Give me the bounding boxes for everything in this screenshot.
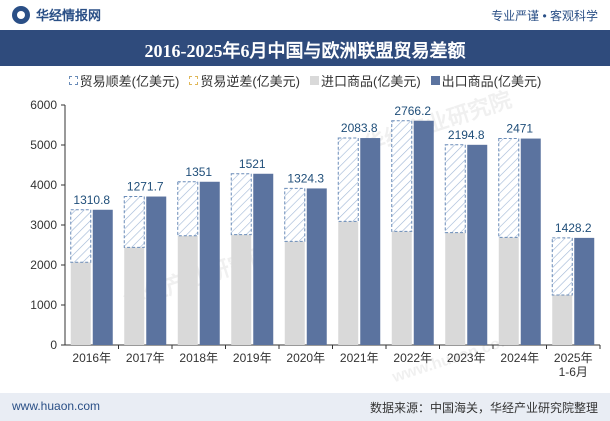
site-link[interactable]: www.huaon.com [12,399,101,413]
x-tick-label: 2016年 [72,351,111,365]
import-bar [552,295,573,345]
data-source: 数据来源：中国海关，华经产业研究院整理 [369,401,598,415]
surplus-data-label: 2766.2 [394,104,431,118]
surplus-bar [284,187,306,242]
y-tick-label: 3000 [30,218,57,232]
y-tick-label: 1000 [30,298,57,312]
surplus-data-label: 2083.8 [341,121,378,135]
chart-legend: 贸易顺差(亿美元) 贸易逆差(亿美元) 进口商品(亿美元) 出口商品(亿美元) [0,71,610,90]
surplus-bar [70,209,92,263]
y-tick-label: 4000 [30,178,57,192]
export-bar [92,209,113,345]
import-bar [338,221,359,345]
legend-item-surplus: 贸易顺差(亿美元) [68,71,180,90]
brand[interactable]: 华经情报网 [12,5,101,24]
import-bar [177,235,198,345]
chart-title: 2016-2025年6月中国与欧洲联盟贸易差额 [144,41,466,61]
y-tick-label: 0 [50,338,57,352]
surplus-bar [551,237,573,296]
surplus-bar [444,144,466,234]
legend-swatch-export [430,76,440,85]
axis-layer: 0 1000 2000 3000 4000 5000 6000 [30,98,601,352]
import-bar [498,237,519,345]
title-bar: 2016-2025年6月中国与欧洲联盟贸易差额 [0,30,610,66]
surplus-data-label: 1428.2 [555,221,592,235]
brand-name: 华经情报网 [36,8,102,23]
import-bar [284,241,305,345]
logo-icon [12,5,30,24]
surplus-bar [391,120,413,232]
labels-layer: 1310.8 2016年 1271.7 2017年 1351 2018年 1521 2019年… [72,104,592,379]
surplus-bar [337,137,359,222]
x-tick-label: 2017年 [126,351,165,365]
export-bar [413,120,434,345]
import-bar [124,247,145,345]
x-tick-label: 2024年 [500,351,539,365]
export-bar [199,181,220,345]
surplus-bar [498,138,520,238]
legend-label-deficit: 贸易逆差(亿美元) [200,74,300,89]
surplus-bar [230,173,252,236]
x-tick-label: 2022年 [393,351,432,365]
surplus-data-label: 1310.8 [73,193,110,207]
x-tick-label: 2021年 [340,351,379,365]
chart-area: 0 1000 2000 3000 4000 5000 6000 1310.8 2016年 127… [30,98,601,379]
legend-swatch-import [310,76,319,85]
surplus-data-label: 2194.8 [448,128,485,142]
import-bar [70,262,91,345]
export-bar [306,188,327,345]
surplus-data-label: 1324.3 [287,171,324,185]
surplus-bar [123,196,145,248]
y-tick-label: 5000 [30,138,57,152]
export-bar [467,144,488,345]
legend-item-deficit: 贸易逆差(亿美元) [189,71,300,90]
import-bar [231,234,252,345]
legend-item-export: 出口商品(亿美元) [430,71,542,90]
surplus-data-label: 1521 [239,157,266,171]
y-tick-label: 6000 [30,98,57,112]
export-bar [146,196,167,345]
y-tick-label: 2000 [30,258,57,272]
slogan: 专业严谨 • 客观科学 [491,9,598,23]
import-bar [391,231,412,345]
x-tick-label: 1-6月 [559,365,588,379]
footer: www.huaon.com 数据来源：中国海关，华经产业研究院整理 [0,393,610,421]
export-bar [253,173,274,345]
export-bar [360,138,381,345]
surplus-data-label: 1351 [185,165,212,179]
x-tick-label: 2018年 [179,351,218,365]
import-bar [445,232,466,345]
legend-item-import: 进口商品(亿美元) [310,71,421,90]
x-tick-label: 2025年 [554,351,593,365]
export-bar [574,237,595,345]
legend-swatch-deficit [189,76,199,85]
x-tick-label: 2023年 [447,351,486,365]
x-tick-label: 2020年 [286,351,325,365]
surplus-data-label: 2471 [506,122,533,136]
surplus-bar [177,181,199,237]
legend-label-import: 进口商品(亿美元) [321,74,421,89]
surplus-data-label: 1271.7 [127,180,164,194]
top-bar: 华经情报网 专业严谨 • 客观科学 [0,0,610,30]
legend-label-export: 出口商品(亿美元) [441,74,542,89]
legend-swatch-surplus [68,76,78,85]
legend-label-surplus: 贸易顺差(亿美元) [79,74,180,89]
x-tick-label: 2019年 [233,351,272,365]
bars-layer [70,120,595,345]
export-bar [520,138,541,345]
